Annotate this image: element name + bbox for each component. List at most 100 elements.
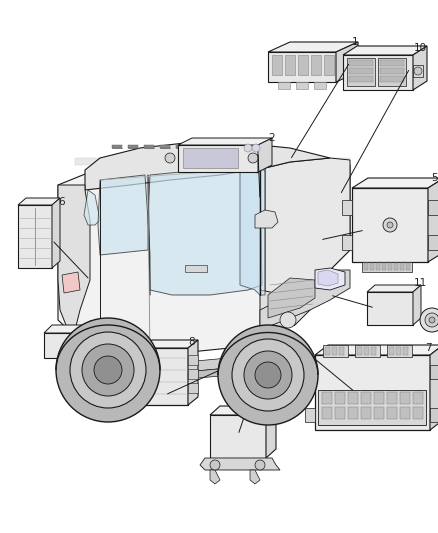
Polygon shape — [268, 278, 315, 318]
Circle shape — [383, 218, 397, 232]
Polygon shape — [352, 178, 438, 188]
Bar — [188, 369, 198, 379]
Bar — [413, 392, 423, 404]
Polygon shape — [100, 355, 260, 380]
Polygon shape — [18, 198, 60, 205]
Bar — [428, 200, 438, 215]
Bar — [324, 55, 334, 75]
Polygon shape — [258, 138, 272, 172]
Circle shape — [387, 222, 393, 228]
Polygon shape — [44, 333, 88, 358]
Bar — [296, 82, 308, 89]
Polygon shape — [210, 406, 276, 415]
Polygon shape — [428, 178, 438, 262]
Bar — [335, 392, 345, 404]
Bar — [361, 392, 371, 404]
Polygon shape — [343, 55, 413, 90]
Polygon shape — [336, 42, 358, 82]
Circle shape — [244, 351, 292, 399]
Bar — [374, 407, 384, 419]
Bar — [382, 263, 386, 270]
Bar — [188, 355, 198, 365]
Circle shape — [232, 339, 304, 411]
Polygon shape — [268, 42, 358, 52]
Text: 7: 7 — [425, 343, 431, 353]
Text: 10: 10 — [413, 43, 427, 53]
Polygon shape — [142, 340, 198, 348]
Polygon shape — [210, 415, 266, 458]
Polygon shape — [100, 365, 264, 387]
Polygon shape — [144, 145, 154, 148]
Polygon shape — [352, 188, 428, 262]
Polygon shape — [367, 292, 413, 325]
Polygon shape — [98, 175, 148, 255]
Circle shape — [165, 153, 175, 163]
Polygon shape — [315, 345, 438, 355]
Polygon shape — [58, 185, 90, 330]
Polygon shape — [178, 145, 258, 172]
Bar — [413, 65, 423, 77]
Text: 5: 5 — [432, 173, 438, 183]
Polygon shape — [188, 340, 198, 405]
Bar — [349, 68, 373, 74]
Polygon shape — [240, 168, 265, 295]
Text: 3: 3 — [267, 402, 273, 412]
Bar — [403, 347, 408, 355]
Polygon shape — [84, 190, 100, 225]
Polygon shape — [200, 458, 280, 470]
Bar — [285, 55, 295, 75]
Bar — [378, 58, 406, 86]
Bar — [361, 407, 371, 419]
Bar — [396, 347, 401, 355]
Polygon shape — [85, 143, 330, 190]
Bar — [339, 347, 344, 355]
Polygon shape — [148, 168, 262, 295]
Polygon shape — [430, 345, 438, 430]
Circle shape — [82, 344, 134, 396]
Bar — [188, 383, 198, 393]
Bar — [305, 408, 315, 422]
Text: 8: 8 — [189, 337, 195, 347]
Polygon shape — [210, 470, 220, 484]
Polygon shape — [44, 325, 96, 333]
Bar — [272, 55, 282, 75]
Circle shape — [425, 313, 438, 327]
Polygon shape — [75, 158, 350, 165]
Circle shape — [248, 153, 258, 163]
Bar — [322, 392, 332, 404]
Polygon shape — [315, 355, 430, 430]
Bar — [388, 263, 392, 270]
Bar — [387, 392, 397, 404]
Bar — [322, 407, 332, 419]
Polygon shape — [413, 46, 427, 90]
Bar — [323, 345, 348, 357]
Bar — [362, 262, 412, 272]
Bar — [400, 263, 404, 270]
Bar — [305, 365, 315, 379]
Text: 1: 1 — [352, 37, 358, 47]
Bar — [314, 82, 326, 89]
Bar — [348, 392, 358, 404]
Bar — [355, 345, 380, 357]
Polygon shape — [240, 145, 250, 148]
Polygon shape — [315, 268, 345, 290]
Circle shape — [244, 144, 252, 152]
Bar — [394, 263, 398, 270]
Polygon shape — [62, 272, 80, 293]
Bar — [349, 60, 373, 66]
Bar — [413, 407, 423, 419]
Bar — [371, 347, 376, 355]
Bar — [332, 347, 337, 355]
Bar — [348, 407, 358, 419]
Polygon shape — [176, 145, 186, 148]
Polygon shape — [58, 168, 280, 380]
Bar — [380, 76, 404, 82]
Polygon shape — [18, 205, 52, 268]
Circle shape — [255, 460, 265, 470]
Circle shape — [70, 332, 146, 408]
Bar — [357, 347, 362, 355]
Circle shape — [255, 362, 281, 388]
Polygon shape — [160, 145, 170, 148]
Polygon shape — [52, 198, 60, 268]
Circle shape — [420, 308, 438, 332]
